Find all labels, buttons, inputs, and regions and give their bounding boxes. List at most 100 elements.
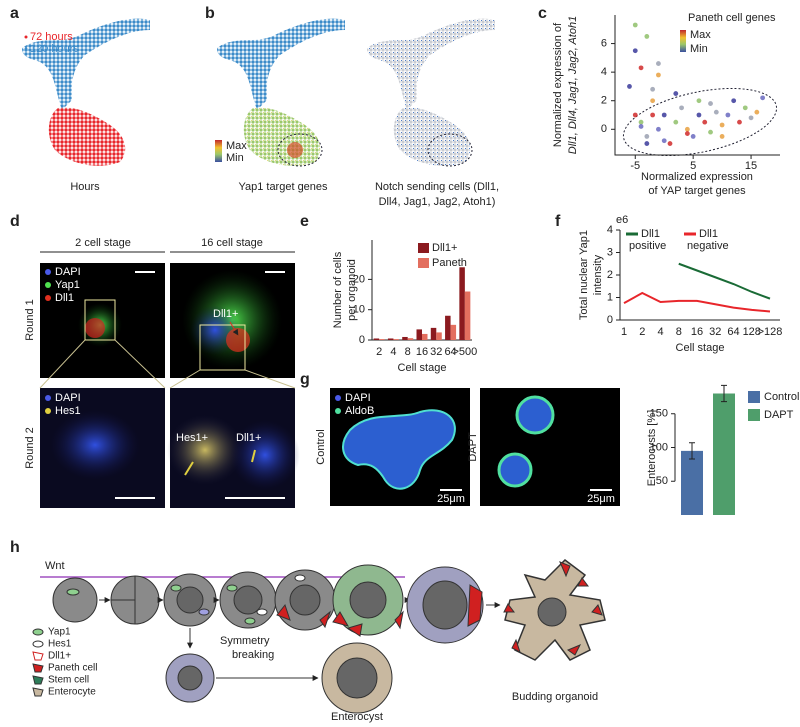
bar — [379, 339, 385, 340]
x-tick-label: -5 — [630, 160, 640, 172]
point — [632, 112, 638, 118]
point — [667, 141, 673, 146]
microscopy-d-shape — [115, 271, 285, 499]
microscopy-d-shape — [167, 415, 243, 485]
scatter-c-decoration-shape — [680, 30, 686, 52]
schematic-h — [32, 559, 606, 714]
x-tick-label: 4 — [657, 326, 663, 338]
microscopy-d-shape — [226, 328, 250, 352]
panel-label: c — [538, 5, 547, 22]
scale-bar-label: 25μm — [587, 493, 615, 505]
microscopy-d-shape — [39, 339, 296, 389]
legend-dot — [335, 395, 341, 401]
y-tick-label: 100 — [650, 441, 668, 453]
line-series — [623, 291, 771, 313]
y-tick-label: 2 — [601, 95, 607, 107]
point — [742, 105, 748, 111]
schematic-h-shape — [226, 584, 238, 592]
y-axis-label: Total nuclear Yap1 — [578, 230, 590, 320]
step-label: Enterocyst — [331, 711, 383, 723]
legend-dot — [45, 395, 51, 401]
x-tick-label: 1 — [621, 326, 627, 338]
schematic-h-shape — [52, 577, 98, 623]
legend-label: Enterocyte — [48, 687, 96, 698]
bar — [407, 338, 414, 340]
umap-b-notch-shape — [367, 18, 495, 111]
point — [702, 119, 708, 125]
bar — [422, 333, 428, 340]
point — [661, 138, 667, 144]
step-label: Budding organoid — [512, 691, 598, 703]
bar — [464, 291, 471, 340]
bar — [713, 393, 735, 515]
scale-label: Min — [690, 43, 708, 55]
scale-label: Max — [226, 140, 247, 152]
legend-swatch — [748, 391, 760, 403]
schematic-h-shape — [32, 640, 44, 648]
umap-b-yap — [215, 18, 345, 167]
umap-b-yap-shape — [215, 140, 222, 162]
scatter-c-decoration — [622, 30, 778, 157]
umap-b-notch-shape — [393, 107, 471, 166]
panel-label: a — [10, 5, 19, 22]
point — [737, 119, 742, 125]
point — [684, 126, 690, 132]
bar — [459, 267, 465, 340]
point — [638, 119, 644, 125]
panel-label: h — [10, 539, 20, 556]
umap-b-yap-shape — [287, 142, 303, 158]
bar — [445, 315, 451, 340]
point — [644, 141, 650, 146]
microscopy-d-shape — [199, 324, 246, 371]
step-label: Symmetry — [220, 635, 270, 647]
caption: Yap1 target genes — [238, 181, 328, 193]
bar — [402, 336, 408, 340]
schematic-h-shape — [276, 603, 332, 629]
microscopy-d-shape — [84, 299, 116, 341]
legend-label: DAPI — [55, 392, 81, 404]
microscopy-g-shape — [342, 409, 456, 490]
legend-dot — [335, 408, 341, 414]
legend-dot — [45, 282, 51, 288]
point — [656, 72, 661, 78]
row-header: Round 1 — [24, 299, 36, 341]
panel-label: d — [10, 213, 20, 230]
y-tick-label: 3 — [607, 246, 613, 258]
axis-line — [614, 15, 780, 156]
point — [661, 112, 667, 118]
microscopy-d-shape — [50, 410, 140, 480]
x-tick-label: 4 — [390, 346, 396, 358]
schematic-h-shape — [32, 651, 44, 661]
y-tick-label: 20 — [353, 273, 365, 285]
schematic-h-shape — [503, 561, 603, 656]
image-label: Control — [315, 429, 327, 464]
schematic-h-shape — [422, 580, 468, 630]
bar — [436, 332, 442, 340]
x-tick-label: 32 — [430, 346, 442, 358]
legend-dot — [45, 269, 51, 275]
microscopy-g — [330, 388, 620, 506]
x-tick-label: 2 — [639, 326, 645, 338]
legend-label: Control — [764, 391, 799, 403]
point — [725, 112, 731, 118]
umap-b-yap-shape — [217, 18, 345, 111]
image-label: DAPT — [467, 432, 479, 462]
caption: Dll4, Jag1, Jag2, Atoh1) — [379, 196, 496, 208]
point — [708, 101, 713, 106]
legend-label: 120 hours — [30, 43, 79, 55]
line-series — [678, 262, 771, 300]
panel-label: e — [300, 213, 309, 230]
legend-label: Paneth — [432, 257, 467, 269]
schematic-h-shape — [32, 663, 44, 673]
point — [679, 105, 684, 111]
point — [644, 34, 650, 39]
scale-label: Max — [690, 29, 711, 41]
point — [731, 98, 737, 104]
schematic-h-shape — [177, 665, 203, 691]
microscopy-g-shape — [515, 395, 555, 435]
schematic-h-shape — [198, 608, 210, 616]
point — [656, 126, 661, 132]
y-axis-label: Number of cells — [332, 251, 344, 328]
scale-label: Min — [226, 152, 244, 164]
